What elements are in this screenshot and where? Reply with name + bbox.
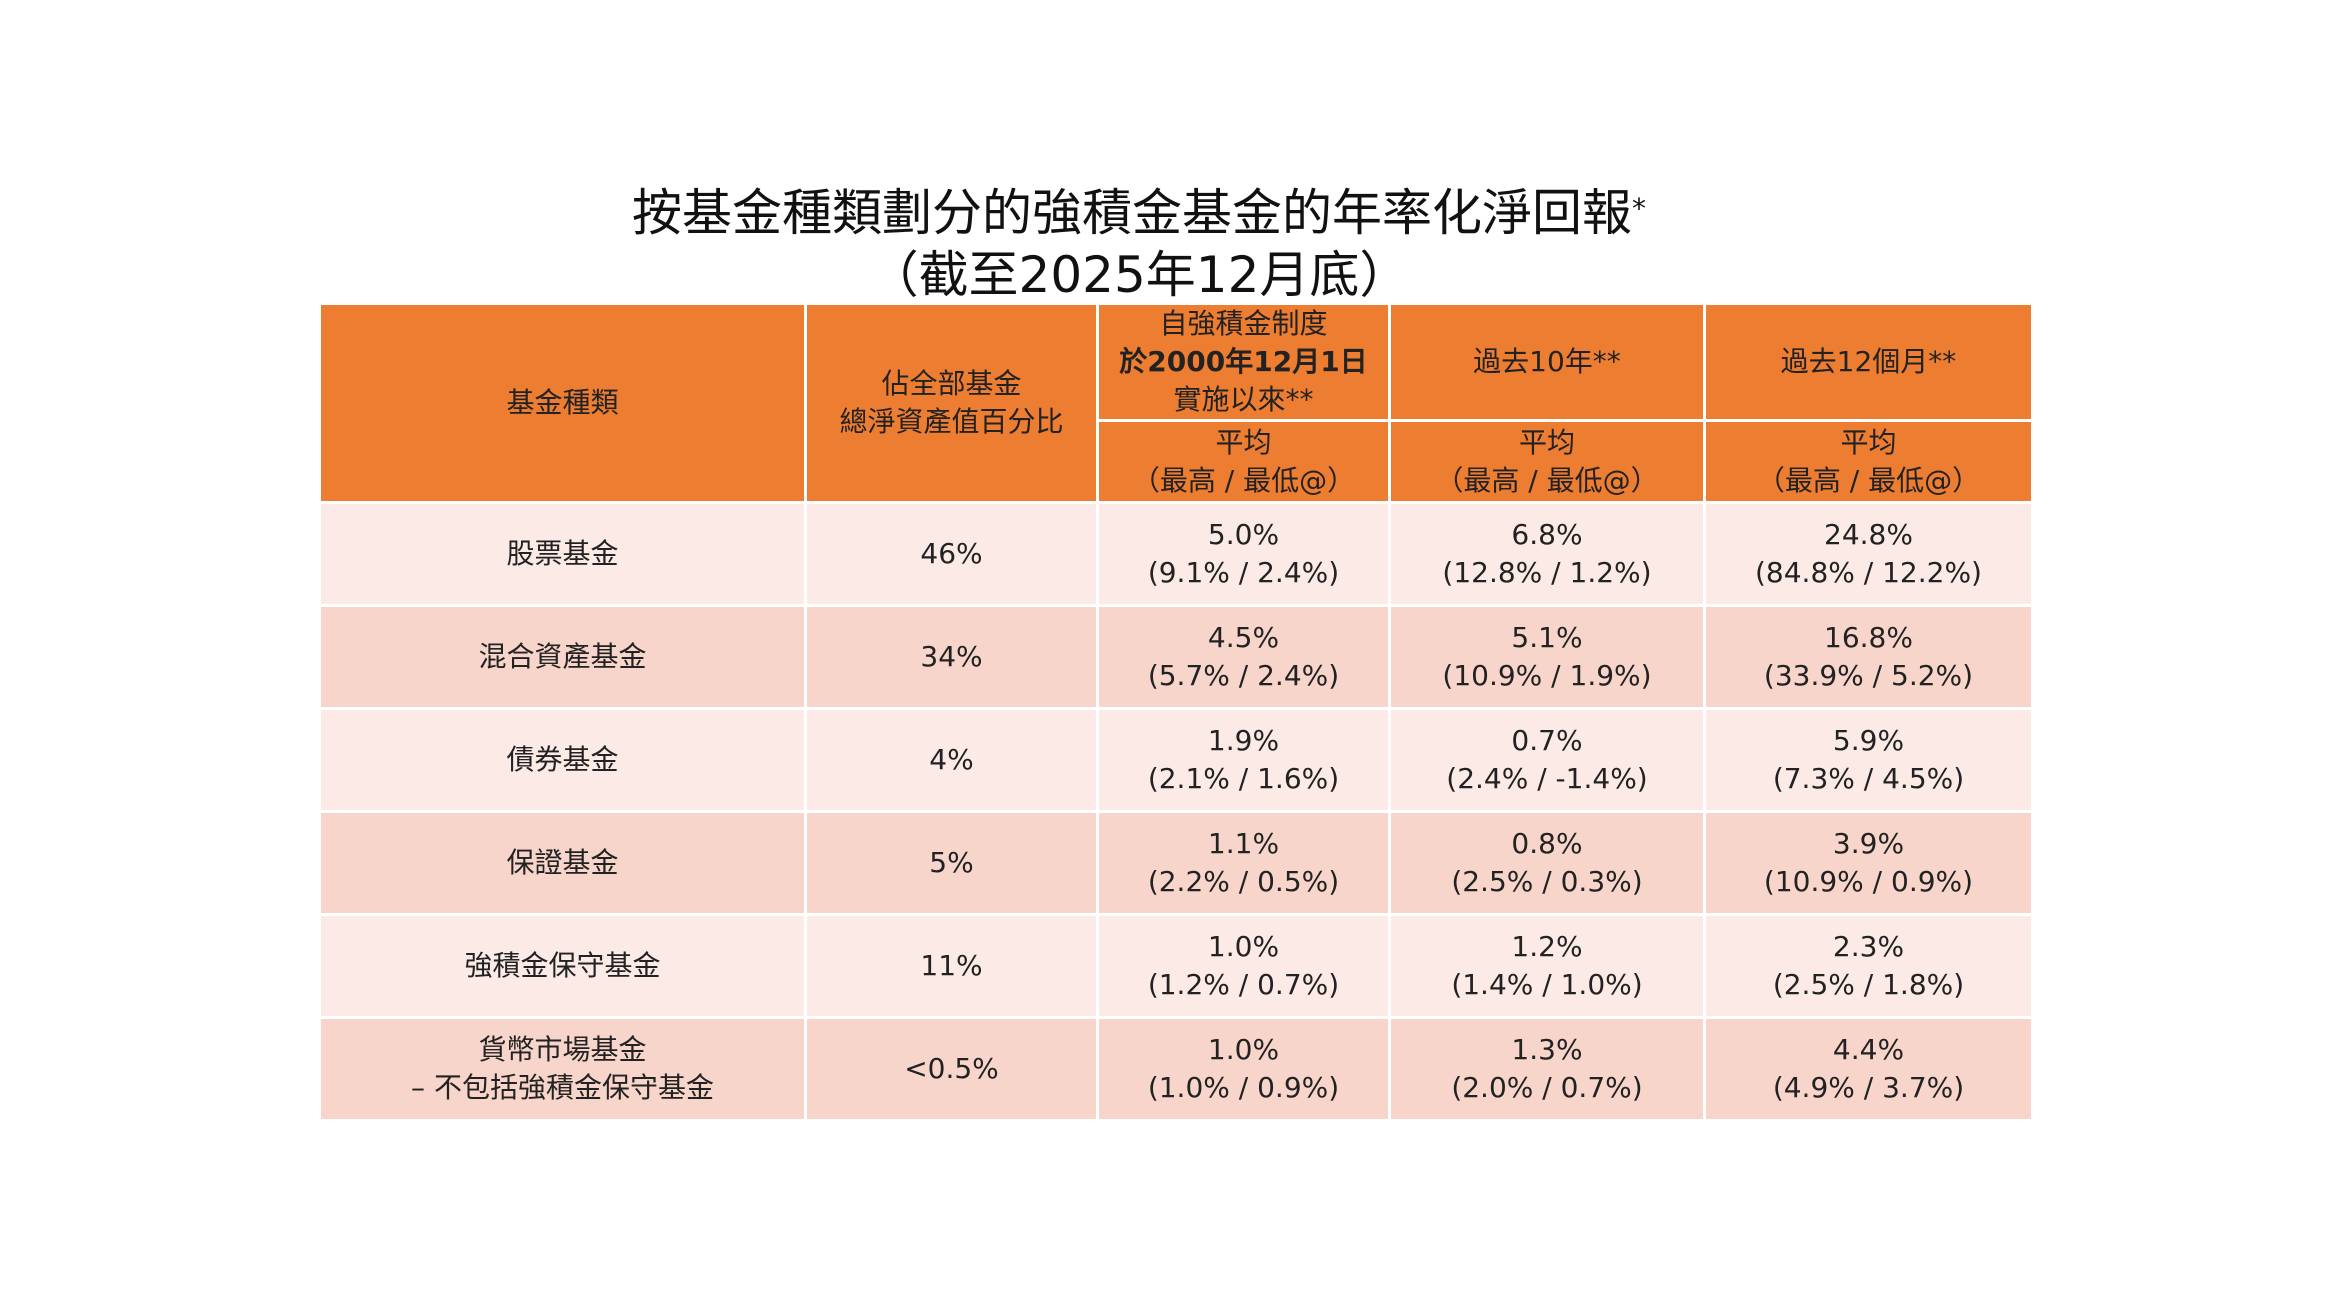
cell-share: 11% xyxy=(804,913,1099,1019)
cell-text: 11% xyxy=(920,949,983,982)
subheader-average: 平均 （最高 / 最低@） xyxy=(1703,419,2034,504)
cell-text: 1.0% xyxy=(1207,930,1280,963)
cell-since-inception: 1.1% (2.2% / 0.5%) xyxy=(1096,810,1391,916)
cell-text: (1.4% / 1.0%) xyxy=(1451,968,1643,1001)
cell-text: 6.8% xyxy=(1511,518,1583,551)
cell-text: 保證基金 xyxy=(506,846,619,879)
table-row: 債券基金 4% 1.9% (2.1% / 1.6%) 0.7% (2.4% / -1.4%… xyxy=(318,707,2034,813)
cell-text: – 不包括強積金保守基金 xyxy=(411,1071,714,1104)
subheader-average: 平均 （最高 / 最低@） xyxy=(1388,419,1706,504)
cell-text: 46% xyxy=(920,537,983,570)
header-share: 佔全部基金 總淨資產值百分比 xyxy=(804,302,1099,504)
table-row: 股票基金 46% 5.0% (9.1% / 2.4%) 6.8% (12.8% / 1.2… xyxy=(318,501,2034,607)
cell-past-12-months: 3.9% (10.9% / 0.9%) xyxy=(1703,810,2034,916)
cell-since-inception: 4.5% (5.7% / 2.4%) xyxy=(1096,604,1391,710)
cell-past-10-years: 5.1% (10.9% / 1.9%) xyxy=(1388,604,1706,710)
cell-since-inception: 1.9% (2.1% / 1.6%) xyxy=(1096,707,1391,813)
cell-text: 1.2% xyxy=(1511,930,1583,963)
cell-text: (84.8% / 12.2%) xyxy=(1755,556,1982,589)
cell-past-10-years: 1.3% (2.0% / 0.7%) xyxy=(1388,1016,1706,1122)
header-since-inception: 自強積金制度 於2000年12月1日 實施以來** xyxy=(1096,302,1391,422)
cell-text: <0.5% xyxy=(904,1052,999,1085)
cell-text: 強積金保守基金 xyxy=(464,949,661,982)
cell-past-12-months: 4.4% (4.9% / 3.7%) xyxy=(1703,1016,2034,1122)
subheader-average: 平均 （最高 / 最低@） xyxy=(1096,419,1391,504)
cell-text: (7.3% / 4.5%) xyxy=(1772,762,1965,795)
cell-text: (33.9% / 5.2%) xyxy=(1763,659,1974,692)
table-row: 保證基金 5% 1.1% (2.2% / 0.5%) 0.8% (2.5% / 0.3%)… xyxy=(318,810,2034,916)
header-fund-type: 基金種類 xyxy=(318,302,807,504)
cell-text: 1.9% xyxy=(1207,724,1280,757)
cell-text: (2.0% / 0.7%) xyxy=(1451,1071,1643,1104)
cell-text: (12.8% / 1.2%) xyxy=(1442,556,1652,589)
cell-text: 5% xyxy=(929,846,974,879)
cell-text: (4.9% / 3.7%) xyxy=(1772,1071,1965,1104)
cell-text: 5.9% xyxy=(1832,724,1905,757)
cell-share: 4% xyxy=(804,707,1099,813)
cell-text: (9.1% / 2.4%) xyxy=(1147,556,1340,589)
cell-text: 貨幣市場基金 xyxy=(478,1033,647,1066)
cell-past-12-months: 2.3% (2.5% / 1.8%) xyxy=(1703,913,2034,1019)
cell-text: (2.2% / 0.5%) xyxy=(1147,865,1340,898)
cell-since-inception: 1.0% (1.2% / 0.7%) xyxy=(1096,913,1391,1019)
table-row: 貨幣市場基金 – 不包括強積金保守基金 <0.5% 1.0% (1.0% / 0.9%)… xyxy=(318,1016,2034,1122)
cell-text: (2.5% / 1.8%) xyxy=(1772,968,1965,1001)
cell-text: 4.4% xyxy=(1832,1033,1905,1066)
cell-since-inception: 5.0% (9.1% / 2.4%) xyxy=(1096,501,1391,607)
cell-text: 1.0% xyxy=(1207,1033,1280,1066)
cell-text: 2.3% xyxy=(1832,930,1905,963)
cell-fund-name: 混合資產基金 xyxy=(318,604,807,710)
cell-past-12-months: 24.8% (84.8% / 12.2%) xyxy=(1703,501,2034,607)
cell-text: 24.8% xyxy=(1824,518,1913,551)
cell-text: (10.9% / 0.9%) xyxy=(1763,865,1974,898)
cell-fund-name: 保證基金 xyxy=(318,810,807,916)
cell-text: 5.0% xyxy=(1207,518,1280,551)
cell-past-10-years: 0.7% (2.4% / -1.4%) xyxy=(1388,707,1706,813)
title-footnote-mark: * xyxy=(1632,192,1646,225)
cell-text: 1.3% xyxy=(1511,1033,1583,1066)
cell-share: 34% xyxy=(804,604,1099,710)
cell-past-12-months: 5.9% (7.3% / 4.5%) xyxy=(1703,707,2034,813)
cell-text: (1.0% / 0.9%) xyxy=(1147,1071,1340,1104)
cell-fund-name: 債券基金 xyxy=(318,707,807,813)
cell-text: 34% xyxy=(920,640,983,673)
cell-text: 0.7% xyxy=(1511,724,1583,757)
cell-text: 3.9% xyxy=(1832,827,1905,860)
cell-text: 4.5% xyxy=(1207,621,1280,654)
page-title: 按基金種類劃分的強積金基金的年率化淨回報* （截至2025年12月底） xyxy=(0,182,2278,306)
cell-text: 1.1% xyxy=(1207,827,1280,860)
cell-text: (5.7% / 2.4%) xyxy=(1147,659,1340,692)
title-line-2: （截至2025年12月底） xyxy=(868,246,1410,304)
header-past-12-months: 過去12個月** xyxy=(1703,302,2034,422)
cell-text: (1.2% / 0.7%) xyxy=(1147,968,1340,1001)
cell-text: 債券基金 xyxy=(506,743,619,776)
cell-text: 5.1% xyxy=(1511,621,1583,654)
cell-text: (2.1% / 1.6%) xyxy=(1147,762,1340,795)
returns-table: 基金種類 佔全部基金 總淨資產值百分比 自強積金制度 於2000年12月1日 實施以來… xyxy=(318,302,2034,1122)
cell-fund-name: 強積金保守基金 xyxy=(318,913,807,1019)
table-row: 混合資產基金 34% 4.5% (5.7% / 2.4%) 5.1% (10.9% / 1… xyxy=(318,604,2034,710)
cell-text: 16.8% xyxy=(1824,621,1913,654)
cell-past-10-years: 0.8% (2.5% / 0.3%) xyxy=(1388,810,1706,916)
cell-past-10-years: 1.2% (1.4% / 1.0%) xyxy=(1388,913,1706,1019)
cell-text: 4% xyxy=(929,743,974,776)
cell-text: 0.8% xyxy=(1511,827,1583,860)
table-row: 強積金保守基金 11% 1.0% (1.2% / 0.7%) 1.2% (1.4% / 1… xyxy=(318,913,2034,1019)
cell-fund-name: 貨幣市場基金 – 不包括強積金保守基金 xyxy=(318,1016,807,1122)
header-past-10-years: 過去10年** xyxy=(1388,302,1706,422)
title-line-1: 按基金種類劃分的強積金基金的年率化淨回報 xyxy=(632,184,1632,242)
cell-share: <0.5% xyxy=(804,1016,1099,1122)
cell-share: 5% xyxy=(804,810,1099,916)
cell-past-12-months: 16.8% (33.9% / 5.2%) xyxy=(1703,604,2034,710)
cell-text: 股票基金 xyxy=(506,537,619,570)
cell-share: 46% xyxy=(804,501,1099,607)
cell-text: (10.9% / 1.9%) xyxy=(1442,659,1652,692)
cell-text: (2.4% / -1.4%) xyxy=(1446,762,1648,795)
cell-fund-name: 股票基金 xyxy=(318,501,807,607)
cell-since-inception: 1.0% (1.0% / 0.9%) xyxy=(1096,1016,1391,1122)
cell-text: (2.5% / 0.3%) xyxy=(1451,865,1643,898)
cell-past-10-years: 6.8% (12.8% / 1.2%) xyxy=(1388,501,1706,607)
cell-text: 混合資產基金 xyxy=(478,640,647,673)
